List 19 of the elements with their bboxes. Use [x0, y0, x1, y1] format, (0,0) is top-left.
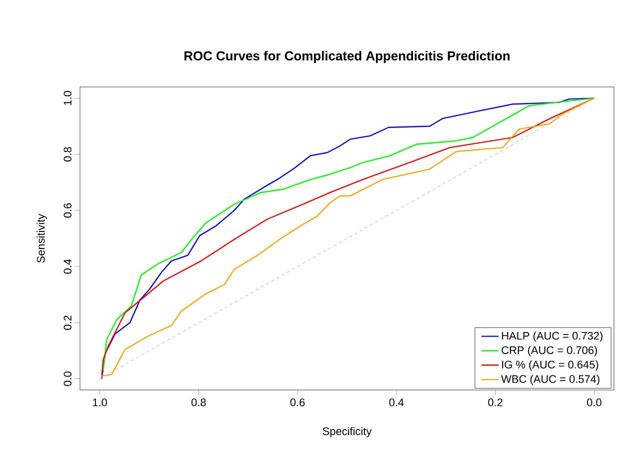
y-axis-title: Sensitivity	[36, 214, 47, 263]
x-tick-label: 1.0	[92, 398, 107, 406]
legend-label: IG % (AUC = 0.645)	[502, 360, 598, 371]
y-tick-label: 0.2	[64, 316, 72, 330]
x-tick-label: 0.4	[389, 398, 404, 406]
legend-label: WBC (AUC = 0.574)	[501, 374, 600, 386]
y-tick-label: 0.6	[64, 203, 72, 218]
x-axis-title: Specificity	[322, 427, 372, 438]
legend-label: CRP (AUC = 0.706)	[502, 346, 597, 356]
y-tick-label: 0.0	[64, 372, 72, 386]
y-tick-label: 0.4	[64, 259, 72, 274]
x-tick-label: 0.6	[290, 398, 305, 406]
x-tick-label: 0.8	[191, 398, 206, 406]
chart-title: ROC Curves for Complicated Appendicitis Prediction	[184, 50, 510, 64]
y-tick-label: 0.8	[64, 147, 72, 162]
legend-label: HALP (AUC = 0.732)	[502, 332, 602, 342]
y-tick-label: 1.0	[64, 91, 72, 105]
x-tick-label: 0.0	[587, 398, 602, 406]
x-tick-label: 0.2	[488, 398, 502, 406]
